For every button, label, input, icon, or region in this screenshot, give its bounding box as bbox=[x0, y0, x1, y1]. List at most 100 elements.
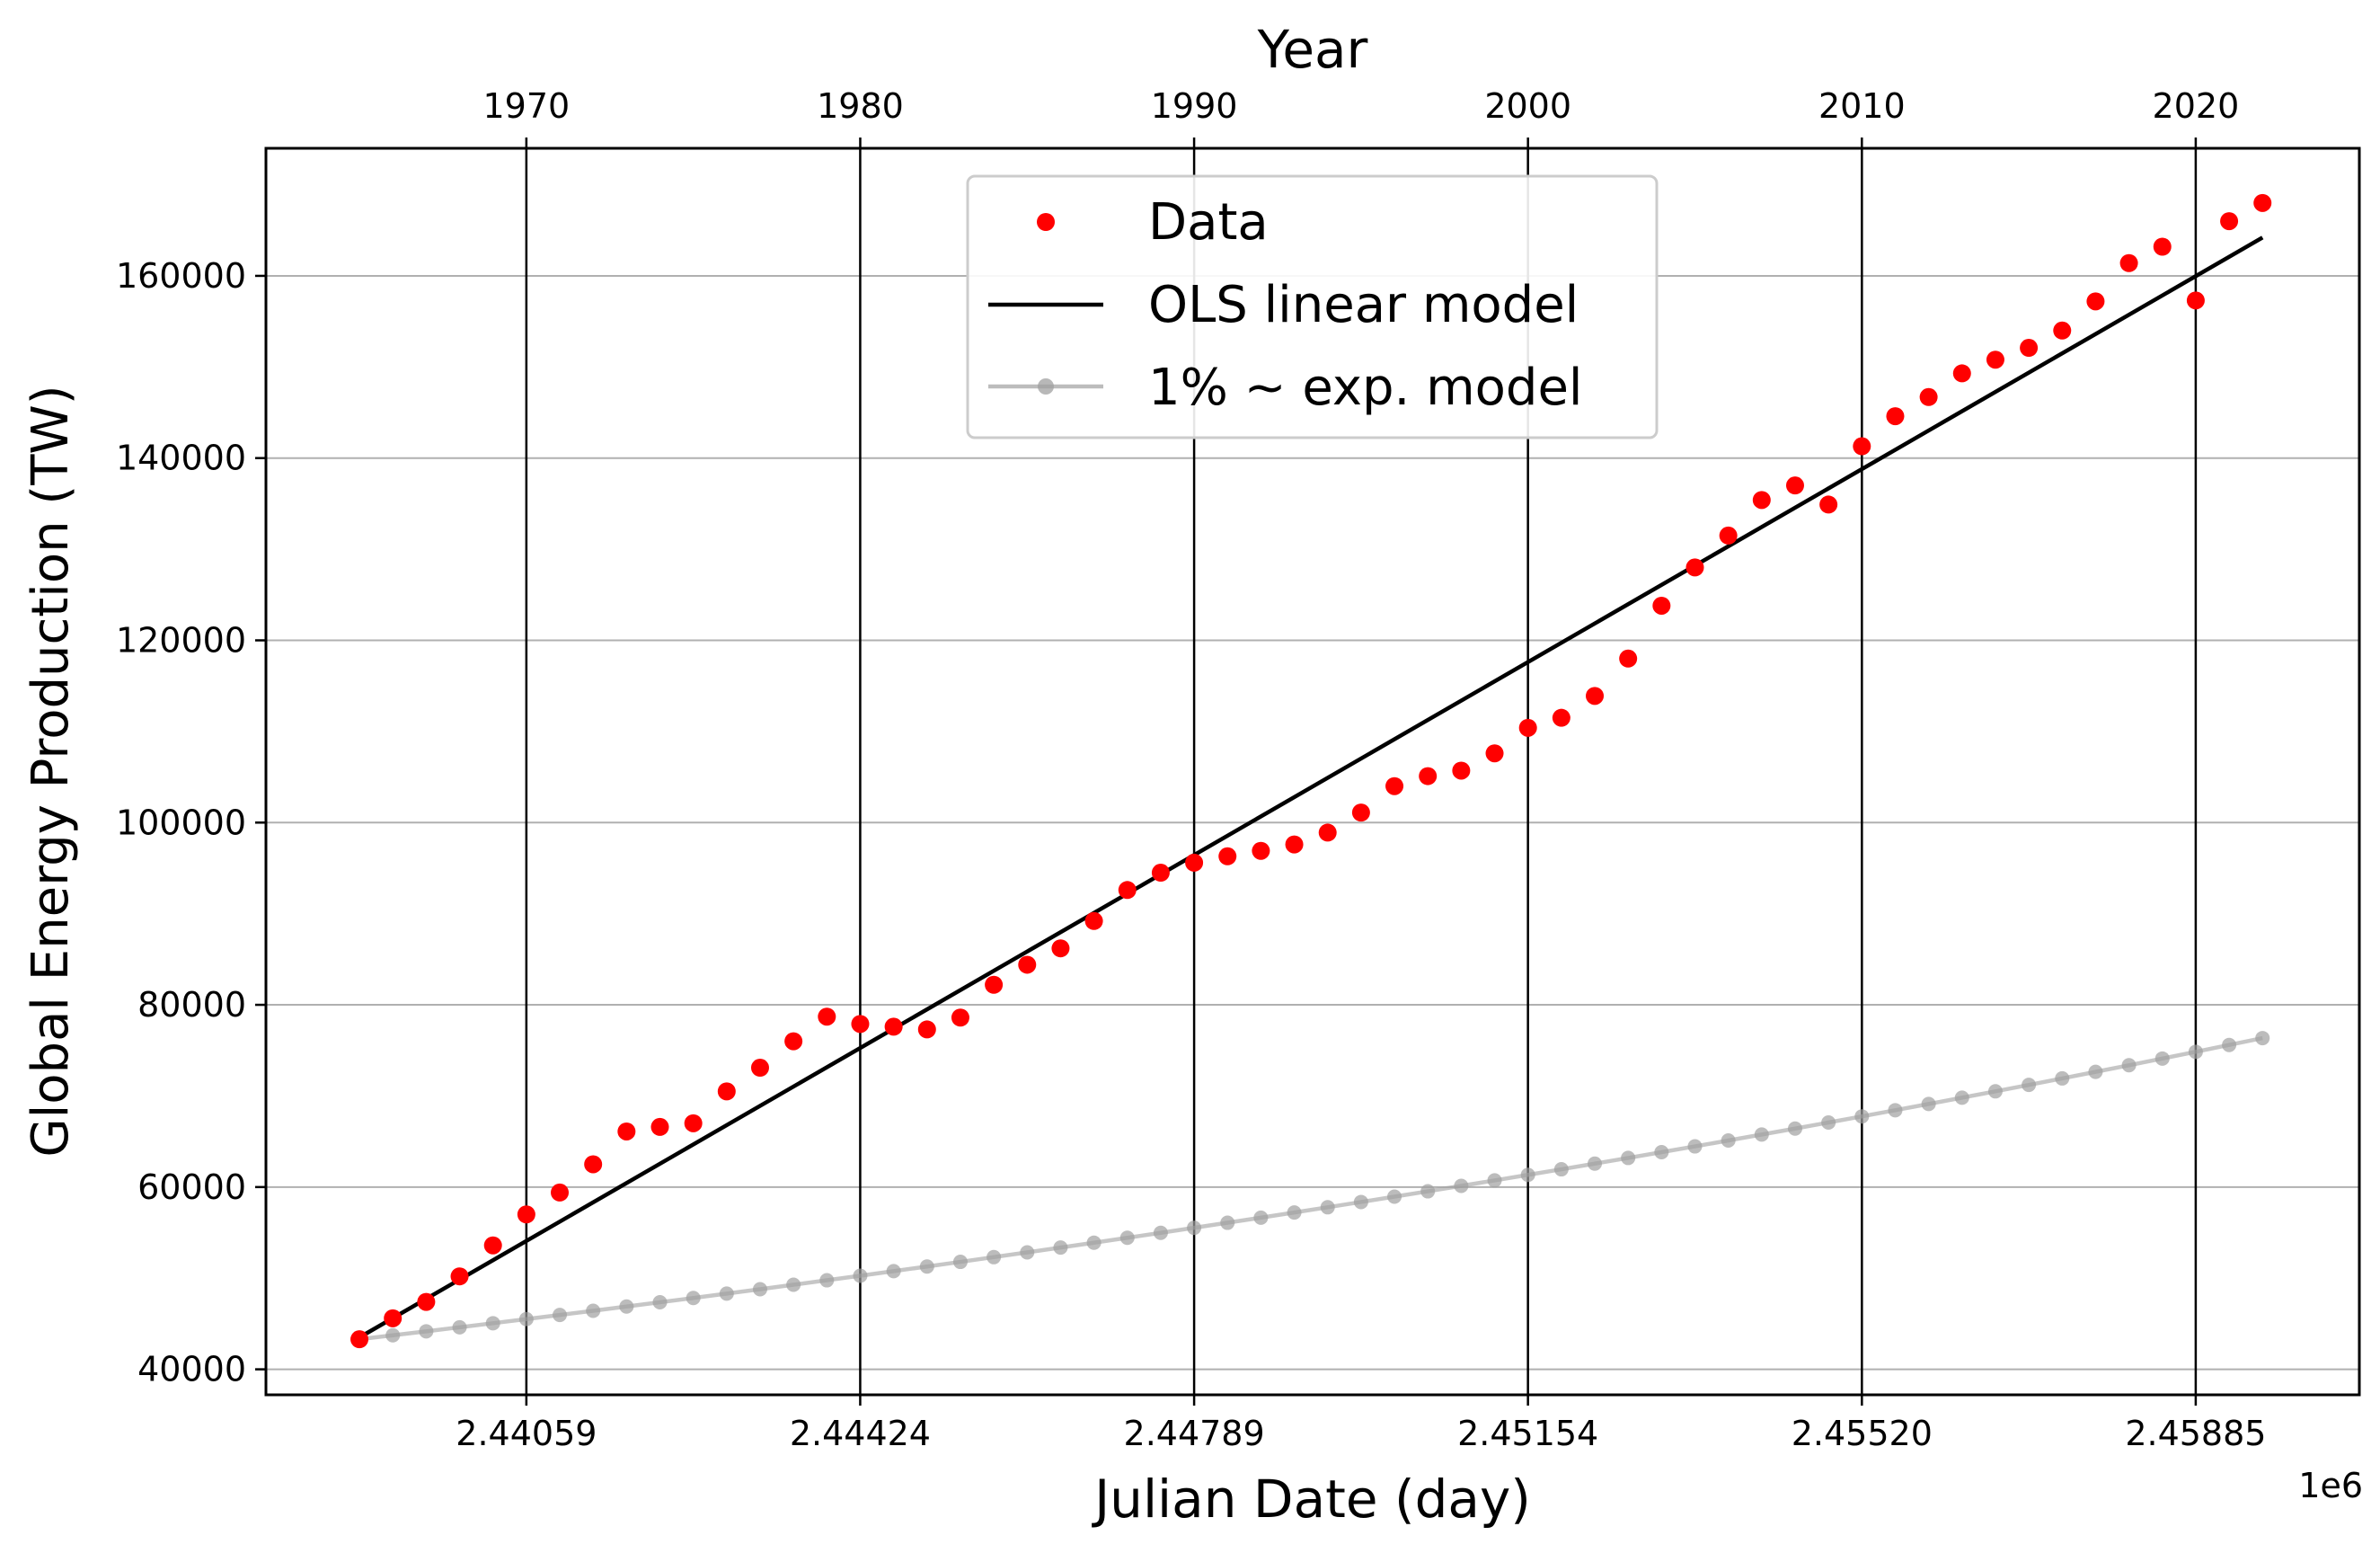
data-point bbox=[2020, 339, 2039, 358]
y-tick-label: 120000 bbox=[116, 621, 246, 661]
data-point bbox=[1318, 823, 1337, 842]
exp-model-point bbox=[987, 1249, 1002, 1265]
x-offset-label: 1e6 bbox=[2298, 1466, 2363, 1505]
exp-model-line bbox=[358, 1035, 2263, 1342]
data-point bbox=[617, 1122, 636, 1140]
secondary-x-axis-label: Year bbox=[1257, 19, 1368, 80]
top-x-tick-label: 1980 bbox=[817, 86, 904, 126]
exp-model-point bbox=[1654, 1145, 1669, 1160]
legend-data-label: Data bbox=[1148, 193, 1269, 252]
data-point bbox=[1685, 558, 1704, 577]
x-tick-label: 2.45885 bbox=[2125, 1414, 2266, 1453]
exp-model-point bbox=[1387, 1189, 1402, 1204]
legend: Data OLS linear model 1% ~ exp. model bbox=[966, 174, 1659, 439]
exp-model-point bbox=[1353, 1194, 1368, 1210]
exp-model-point bbox=[1287, 1205, 1302, 1220]
exp-model-point bbox=[1921, 1096, 1936, 1112]
exp-model-point bbox=[1888, 1103, 1903, 1118]
exp-model-point bbox=[1754, 1127, 1769, 1142]
y-tick-label: 160000 bbox=[116, 256, 246, 296]
data-point bbox=[1018, 955, 1037, 974]
data-point bbox=[1919, 387, 1938, 406]
exp-model-point bbox=[2121, 1058, 2137, 1073]
data-point bbox=[517, 1205, 535, 1224]
data-point bbox=[1853, 437, 1871, 456]
data-point bbox=[584, 1155, 603, 1174]
data-point bbox=[650, 1117, 669, 1136]
data-point bbox=[1986, 351, 2004, 369]
data-point bbox=[483, 1236, 502, 1255]
exp-model-point bbox=[385, 1327, 401, 1343]
exp-model-point bbox=[1487, 1173, 1502, 1188]
exp-model-point bbox=[1187, 1220, 1202, 1236]
data-point bbox=[684, 1114, 703, 1132]
exp-model-point bbox=[719, 1286, 734, 1301]
exp-model-point bbox=[1821, 1114, 1836, 1130]
data-point bbox=[1518, 718, 1537, 737]
exp-model-point bbox=[1119, 1230, 1135, 1246]
data-point bbox=[2153, 237, 2172, 256]
top-x-tick-label: 1970 bbox=[482, 86, 570, 126]
exp-model-point bbox=[919, 1259, 934, 1274]
data-point bbox=[1452, 761, 1471, 780]
exp-model-point bbox=[2022, 1078, 2037, 1093]
exp-model-point bbox=[886, 1264, 901, 1279]
data-point bbox=[2086, 292, 2105, 311]
x-axis-label: Julian Date (day) bbox=[1092, 1469, 1531, 1530]
exp-model-point bbox=[1787, 1121, 1802, 1136]
exp-model-point bbox=[1320, 1200, 1335, 1215]
exp-model-point bbox=[1220, 1215, 1235, 1230]
data-point bbox=[1485, 744, 1504, 763]
exp-model-point bbox=[1588, 1156, 1603, 1171]
data-point bbox=[1719, 526, 1738, 545]
exp-model-point bbox=[819, 1273, 835, 1288]
top-x-tick-label: 1990 bbox=[1151, 86, 1238, 126]
y-tick-label: 140000 bbox=[116, 439, 246, 478]
data-point bbox=[1051, 939, 1070, 958]
data-point bbox=[784, 1032, 803, 1051]
data-point bbox=[1285, 835, 1304, 854]
x-tick-label: 2.44059 bbox=[456, 1414, 597, 1453]
exp-model-point bbox=[1020, 1245, 1035, 1260]
data-point bbox=[1952, 364, 1971, 383]
data-point bbox=[2119, 253, 2138, 272]
axis-layer: 40000 60000 80000 100000 120000 140000 160000 2… bbox=[116, 86, 2267, 1453]
data-point bbox=[551, 1183, 570, 1202]
data-point bbox=[350, 1330, 369, 1349]
data-point bbox=[1419, 767, 1438, 785]
data-point bbox=[1785, 476, 1804, 495]
exp-model-point bbox=[2222, 1037, 2237, 1052]
exp-model-point bbox=[1687, 1139, 1703, 1154]
data-point bbox=[1552, 708, 1570, 727]
exp-model-point bbox=[1086, 1235, 1102, 1250]
data-point bbox=[884, 1017, 903, 1036]
data-point bbox=[917, 1020, 936, 1039]
data-point bbox=[1752, 491, 1771, 510]
data-point bbox=[1218, 847, 1237, 865]
data-point bbox=[951, 1008, 969, 1027]
exp-model-point bbox=[452, 1319, 467, 1335]
exp-model-point bbox=[2188, 1044, 2203, 1060]
exp-model-point bbox=[1454, 1178, 1469, 1194]
series-layer bbox=[350, 193, 2272, 1349]
data-point bbox=[1652, 596, 1671, 615]
x-tick-label: 2.45154 bbox=[1457, 1414, 1598, 1453]
exp-model-point bbox=[1253, 1210, 1269, 1225]
legend-exp-marker bbox=[1038, 378, 1054, 395]
exp-model-point bbox=[419, 1324, 434, 1339]
legend-box bbox=[966, 174, 1659, 439]
x-tick-label: 2.45520 bbox=[1792, 1414, 1933, 1453]
exp-model-point bbox=[619, 1299, 634, 1314]
data-point bbox=[818, 1007, 836, 1026]
data-point bbox=[2186, 291, 2205, 310]
exp-model-point bbox=[2088, 1064, 2103, 1079]
data-point bbox=[985, 975, 1004, 994]
data-point bbox=[1151, 864, 1170, 883]
legend-ols-label: OLS linear model bbox=[1148, 276, 1579, 334]
exp-model-point bbox=[2055, 1070, 2070, 1086]
exp-model-point bbox=[952, 1255, 968, 1270]
exp-model-point bbox=[586, 1303, 601, 1318]
y-tick-label: 60000 bbox=[137, 1167, 246, 1207]
data-point bbox=[1619, 649, 1638, 668]
